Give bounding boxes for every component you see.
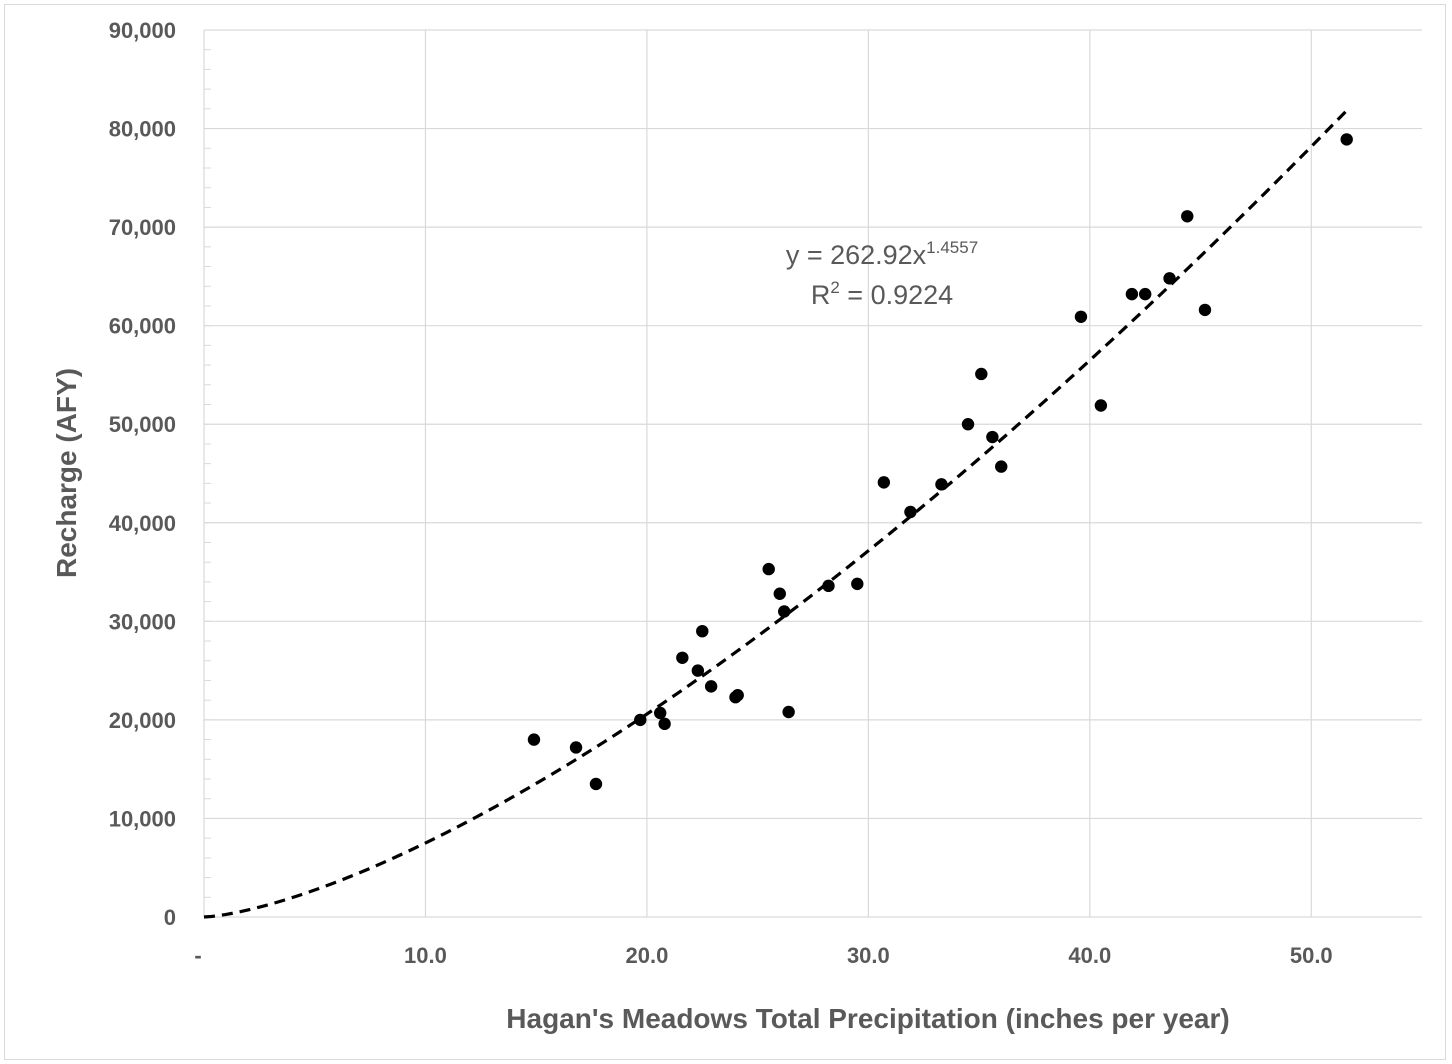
data-point (1074, 310, 1088, 323)
data-point (569, 741, 583, 754)
data-point (995, 460, 1008, 473)
data-point (986, 430, 999, 444)
y-tick-label: 30,000 (109, 609, 176, 634)
y-tick-label: 80,000 (109, 117, 176, 142)
y-tick-label: 70,000 (109, 215, 176, 240)
data-point (877, 476, 891, 489)
data-point (851, 577, 864, 591)
axes (203, 29, 1422, 918)
y-tick-label: 40,000 (109, 511, 176, 536)
x-tick-label: 30.0 (847, 943, 890, 968)
power-trendline (203, 109, 1348, 919)
data-point (904, 505, 917, 519)
data-point (1094, 399, 1108, 412)
data-point (762, 562, 775, 576)
y-tick-label: 50,000 (109, 412, 176, 437)
data-point (778, 605, 791, 618)
x-tick-label: 20.0 (625, 943, 668, 968)
x-tick-label: 40.0 (1068, 943, 1111, 968)
data-point (782, 705, 795, 719)
tick-labels: 0 10,000 20,000 30,000 40,000 50,000 60,000 70,… (109, 18, 1333, 968)
y-tick-label: 0 (164, 905, 176, 930)
gridlines (204, 29, 1422, 917)
data-point (527, 733, 541, 746)
data-point (696, 624, 709, 638)
data-point (1138, 287, 1152, 301)
data-point (822, 579, 835, 593)
data-point (634, 713, 647, 727)
data-point (1340, 133, 1353, 146)
data-point (975, 367, 988, 381)
y-tick-label: 60,000 (109, 314, 176, 339)
data-point (691, 664, 705, 677)
data-point (1125, 287, 1139, 301)
chart-frame (4, 4, 1446, 1060)
x-tick-label: - (194, 943, 201, 968)
data-point (1163, 272, 1176, 285)
data-point (658, 717, 671, 731)
data-points (527, 133, 1353, 791)
data-point (731, 689, 744, 702)
x-tick-label: 50.0 (1290, 943, 1333, 968)
y-tick-label: 90,000 (109, 18, 176, 43)
data-point (1198, 303, 1212, 317)
y-tick-label: 10,000 (109, 806, 176, 831)
x-axis-title: Hagan's Meadows Total Precipitation (inc… (506, 1003, 1229, 1034)
r-squared-label: R2 = 0.9224 (811, 278, 953, 310)
data-point (676, 651, 689, 664)
y-axis-title: Recharge (AFY) (51, 368, 82, 578)
data-point (704, 680, 718, 693)
data-point (961, 418, 975, 431)
x-tick-label: 10.0 (404, 943, 447, 968)
trendline-equation: y = 262.92x1.4557 (786, 238, 978, 270)
data-point (653, 706, 667, 720)
data-point (773, 587, 786, 600)
y-tick-label: 20,000 (109, 708, 176, 733)
data-point (589, 777, 603, 791)
data-point (1181, 210, 1194, 223)
data-point (935, 478, 948, 491)
